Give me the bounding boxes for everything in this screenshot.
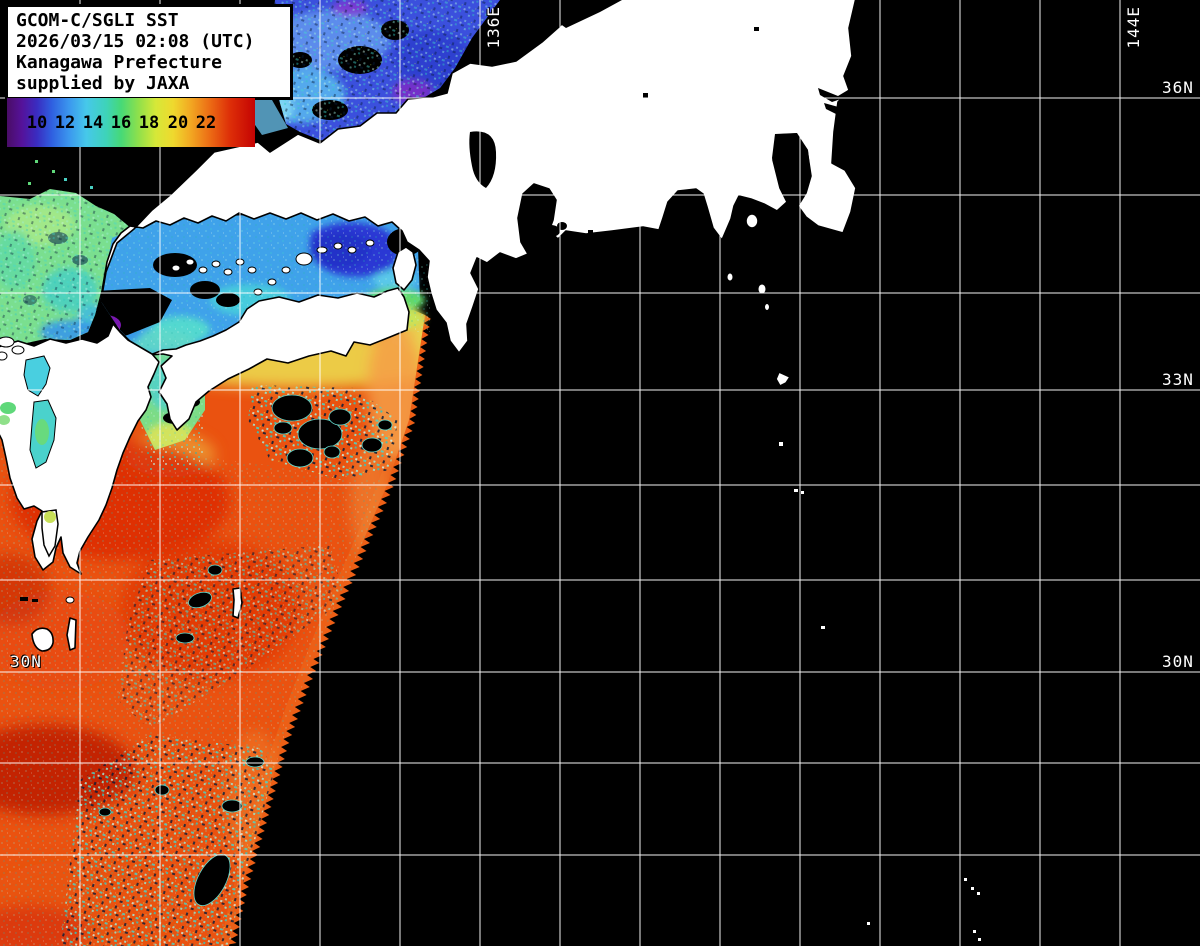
colorbar-gradient [7,98,255,147]
kagoshima-bay [41,509,59,558]
title-box: GCOM-C/SGLI SST 2026/03/15 02:08 (UTC) K… [5,4,293,100]
colorbar-tick-20: 20 [167,113,189,133]
swath-jagged-edge [220,315,431,946]
tanegashima-island [66,617,77,651]
kasumigaura-lake-2 [824,103,851,114]
yakushima-island [31,627,54,652]
lon-label-144e: 144E [1124,6,1143,49]
west-green-sea-region [0,160,132,347]
lat-label-30n-right: 30N [1162,652,1194,671]
small-islands [0,239,770,604]
timestamp: 2026/03/15 02:08 (UTC) [16,31,255,52]
lake-biwa [469,131,497,188]
tokyo-bay [772,133,811,206]
kyushu-inlets [0,355,59,558]
wakasa-coast-cloud-wedge [552,0,622,28]
product-title: GCOM-C/SGLI SST [16,10,179,31]
colorbar-tick-12: 12 [54,113,76,133]
colorbar-tick-18: 18 [138,113,160,133]
mikawa-bay [542,225,560,237]
supplier-credit: supplied by JAXA [16,73,190,94]
izu-islands-blob [775,371,791,387]
colorbar-tick-16: 16 [110,113,132,133]
cloud-holes [98,394,393,906]
region-name: Kanagawa Prefecture [16,52,222,73]
colorbar-tick-22: 22 [195,113,217,133]
green-sea-specks [28,160,93,189]
remote-island-specks [779,442,981,941]
colorbar-tick-14: 14 [82,113,104,133]
shikoku-landmass [149,287,410,431]
izu-oshima-island [745,213,759,229]
temperature-colorbar: 10 12 14 16 18 20 22 [7,98,255,147]
lon-label-136e: 136E [484,6,503,49]
lat-label-33n: 33N [1162,370,1194,389]
lat-label-36n: 36N [1162,78,1194,97]
pacific-warm-sst-region [0,300,431,946]
lat-label-30n-left: 30N [10,652,42,671]
colorbar-tick-10: 10 [26,113,48,133]
awaji-island [392,246,417,291]
